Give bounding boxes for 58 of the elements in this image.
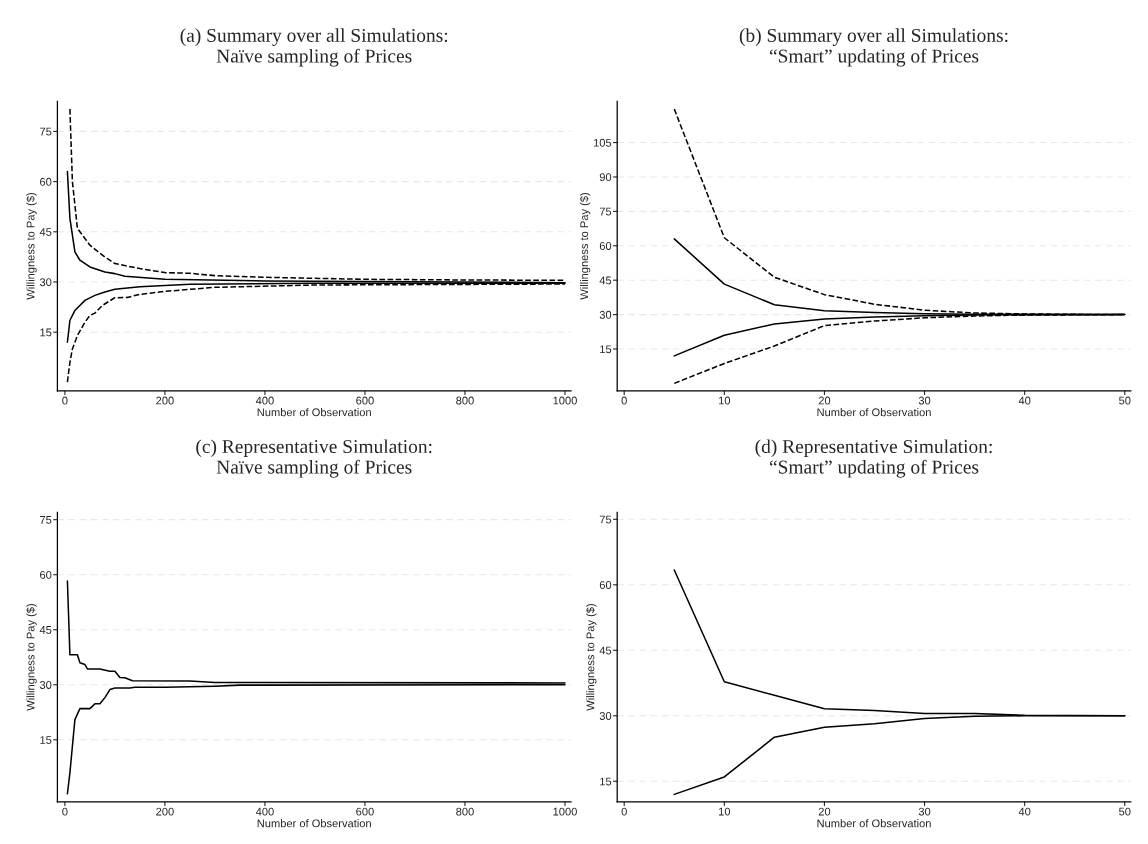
x-tick-label: 600 xyxy=(356,396,374,405)
x-axis-title: Number of Observation xyxy=(257,819,371,828)
x-tick-label: 20 xyxy=(818,807,831,816)
x-axis-title: Number of Observation xyxy=(257,408,371,417)
x-tick-label: 30 xyxy=(918,807,931,816)
x-tick-label: 600 xyxy=(356,807,374,816)
x-tick-label: 800 xyxy=(456,396,474,405)
y-tick-label: 75 xyxy=(40,127,52,136)
chart-title: (c) Representative Simulation: Naïve sampling of Prices xyxy=(196,439,432,478)
x-tick-label: 10 xyxy=(718,396,731,405)
x-tick-label: 10 xyxy=(718,807,731,816)
y-tick-label: 30 xyxy=(39,278,52,287)
y-tick-label: 75 xyxy=(599,207,612,216)
chart-title: (d) Representative Simulation: “Smart” updating of Prices xyxy=(755,439,992,478)
x-tick-label: 400 xyxy=(255,396,274,405)
y-tick-label: 30 xyxy=(599,712,612,720)
y-tick-label: 30 xyxy=(599,310,612,319)
x-tick-label: 40 xyxy=(1018,807,1031,816)
y-tick-label: 90 xyxy=(599,173,612,182)
y-tick-label: 60 xyxy=(599,581,612,589)
y-axis-title: Willingness to Pay ($) xyxy=(579,192,591,300)
x-tick-label: 50 xyxy=(1119,807,1131,816)
x-tick-label: 40 xyxy=(1018,396,1031,405)
y-axis-title: Willingness to Pay ($) xyxy=(26,604,37,711)
x-tick-label: 0 xyxy=(621,396,627,405)
y-tick-label: 45 xyxy=(39,626,52,634)
x-axis-title: Number of Observation xyxy=(817,819,931,828)
y-tick-label: 60 xyxy=(599,242,612,250)
x-tick-label: 0 xyxy=(62,807,68,816)
y-tick-label: 15 xyxy=(40,328,52,337)
y-axis-title: Willingness to Pay ($) xyxy=(585,604,597,711)
chart-title: (a) Summary over all Simulations: Naïve sampling of Prices xyxy=(180,28,448,67)
x-tick-label: 1000 xyxy=(553,396,577,405)
y-tick-label: 60 xyxy=(40,570,52,579)
y-tick-label: 75 xyxy=(599,515,612,524)
x-tick-label: 30 xyxy=(918,396,931,405)
y-tick-label: 75 xyxy=(40,516,52,524)
y-axis-title: Willingness to Pay ($) xyxy=(26,192,37,300)
x-tick-label: 200 xyxy=(156,807,174,816)
x-tick-label: 20 xyxy=(818,396,831,405)
y-tick-label: 30 xyxy=(39,681,52,689)
y-tick-label: 45 xyxy=(599,646,612,655)
y-tick-label: 45 xyxy=(599,276,612,285)
x-tick-label: 1000 xyxy=(553,807,577,816)
x-tick-label: 200 xyxy=(156,396,174,405)
chart-title: (b) Summary over all Simulations: “Smart” updating of Prices xyxy=(739,28,1008,67)
y-tick-label: 45 xyxy=(39,228,52,236)
y-tick-label: 15 xyxy=(600,345,612,354)
x-tick-label: 0 xyxy=(621,807,627,816)
y-tick-label: 15 xyxy=(600,777,612,786)
y-tick-label: 105 xyxy=(593,138,612,147)
x-tick-label: 50 xyxy=(1119,396,1131,405)
y-tick-label: 60 xyxy=(40,177,52,186)
x-tick-label: 400 xyxy=(255,807,274,816)
y-tick-label: 15 xyxy=(40,736,52,744)
x-tick-label: 0 xyxy=(62,396,68,405)
x-axis-title: Number of Observation xyxy=(817,408,931,417)
x-tick-label: 800 xyxy=(456,807,474,816)
